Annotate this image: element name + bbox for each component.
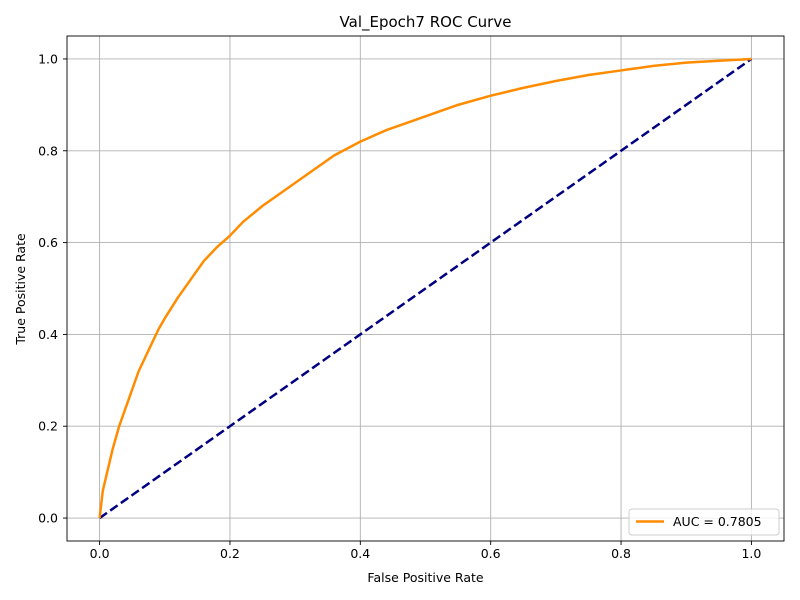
y-tick-label: 0.6 — [38, 235, 58, 250]
y-tick-label: 0.4 — [38, 327, 58, 342]
x-tick-label: 0.8 — [611, 546, 631, 561]
y-axis-label: True Positive Rate — [13, 233, 28, 346]
x-tick-label: 1.0 — [741, 546, 761, 561]
y-tick-label: 0.2 — [38, 419, 58, 434]
tick-layer: 0.0 0.2 0.4 0.6 0.8 1.0 0.0 0.2 0.4 0.6 0.8 1.0 — [38, 51, 761, 561]
x-tick-label: 0.4 — [350, 546, 370, 561]
y-tick-label: 0.0 — [38, 511, 58, 526]
x-tick-label: 0.2 — [220, 546, 240, 561]
legend-entry-auc: AUC = 0.7805 — [673, 514, 762, 529]
random-guess-line — [98, 57, 753, 520]
x-tick-label: 0.6 — [481, 546, 501, 561]
roc-curve-line — [98, 57, 752, 519]
legend-frame — [628, 508, 780, 536]
plot-frame — [66, 35, 785, 542]
legend: AUC = 0.7805 — [628, 508, 780, 536]
y-tick-label: 0.8 — [38, 143, 58, 158]
series-layer — [98, 57, 753, 520]
x-axis-label: False Positive Rate — [367, 570, 483, 585]
y-tick-label: 1.0 — [38, 51, 58, 66]
grid-layer — [67, 36, 784, 541]
chart-title: Val_Epoch7 ROC Curve — [340, 13, 512, 32]
x-tick-label: 0.0 — [90, 546, 110, 561]
